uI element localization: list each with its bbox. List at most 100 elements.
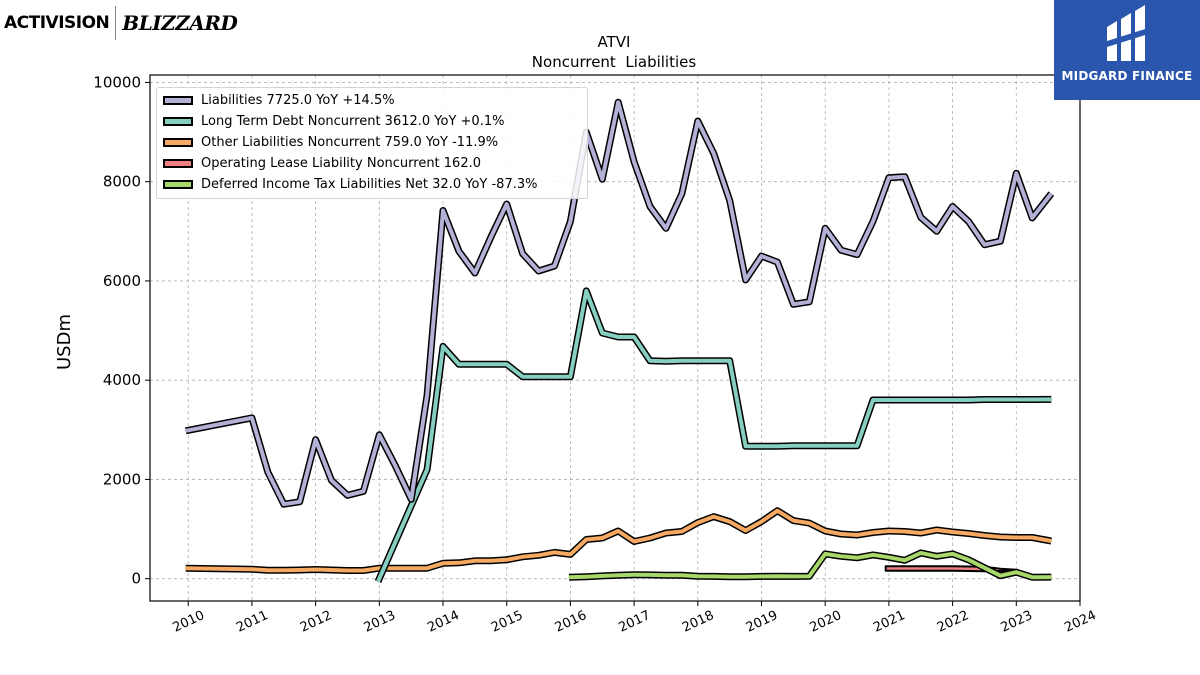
data-point	[458, 562, 460, 564]
data-point	[856, 534, 858, 536]
legend-item: Long Term Debt Noncurrent 3612.0 YoY +0.…	[163, 111, 504, 131]
data-point	[681, 530, 683, 533]
data-point	[776, 509, 779, 512]
data-point	[983, 567, 986, 569]
data-point	[1015, 172, 1018, 175]
data-point	[920, 532, 922, 534]
data-point	[649, 574, 651, 576]
data-point	[1050, 192, 1053, 195]
legend-swatch	[163, 137, 193, 147]
data-point	[521, 252, 524, 255]
data-point	[521, 556, 524, 558]
data-point	[872, 554, 874, 556]
data-point	[935, 529, 938, 531]
data-point	[856, 557, 858, 559]
x-tick-label: 2024	[1062, 608, 1098, 636]
data-point	[298, 569, 301, 571]
y-tick-label: 4000	[103, 371, 141, 389]
data-point	[617, 574, 619, 576]
data-point	[665, 532, 667, 534]
x-tick-label: 2014	[425, 608, 461, 636]
data-point	[999, 536, 1002, 538]
data-point	[346, 569, 349, 572]
data-point	[665, 360, 667, 363]
data-point	[872, 399, 874, 401]
y-tick-label: 0	[131, 570, 141, 588]
data-point	[362, 569, 365, 572]
data-point	[744, 445, 747, 448]
data-point	[474, 272, 476, 274]
data-point	[856, 444, 858, 447]
legend-swatch	[163, 116, 193, 126]
legend: Liabilities 7725.0 YoY +14.5% Long Term …	[156, 87, 588, 199]
data-point	[601, 537, 604, 539]
data-point	[585, 575, 588, 578]
data-point	[184, 567, 187, 569]
series-line-outline	[374, 287, 1052, 584]
data-point	[601, 332, 604, 334]
data-point	[935, 555, 938, 558]
data-point	[585, 290, 588, 292]
data-point	[251, 568, 253, 570]
x-tick-label: 2021	[871, 608, 907, 636]
x-tick-label: 2022	[935, 608, 971, 636]
data-point	[474, 363, 476, 366]
data-point	[920, 216, 922, 219]
data-point	[521, 375, 524, 378]
data-point	[1050, 398, 1053, 401]
data-point	[267, 471, 269, 473]
data-point	[569, 220, 572, 223]
x-tick-label: 2012	[298, 608, 334, 636]
data-point	[792, 444, 795, 447]
data-point	[824, 444, 826, 447]
legend-label: Other Liabilities Noncurrent 759.0 YoY -…	[201, 134, 499, 150]
data-point	[872, 531, 874, 534]
data-point	[649, 205, 651, 208]
data-point	[474, 560, 476, 562]
data-point	[505, 559, 508, 561]
chart-title: ATVI	[598, 33, 631, 51]
data-point	[728, 520, 731, 523]
data-point	[697, 575, 699, 577]
data-point	[760, 575, 763, 578]
data-point	[410, 498, 413, 501]
data-point	[697, 120, 699, 122]
data-point	[904, 530, 906, 533]
data-point	[744, 279, 747, 281]
data-point	[728, 575, 731, 578]
data-point	[967, 220, 970, 223]
data-point	[776, 261, 779, 263]
data-point	[808, 522, 811, 524]
data-point	[935, 230, 938, 233]
data-point	[1031, 576, 1033, 578]
data-point	[585, 538, 588, 541]
data-point	[426, 394, 428, 396]
data-point	[442, 562, 444, 565]
data-point	[983, 243, 986, 246]
data-point	[1050, 540, 1053, 542]
data-point	[537, 270, 540, 272]
legend-swatch	[163, 179, 193, 189]
data-point	[537, 375, 540, 378]
midgard-finance-logo: MIDGARD FINANCE	[1054, 0, 1200, 100]
x-tick-label: 2017	[616, 608, 652, 636]
data-point	[760, 520, 763, 523]
data-point	[840, 555, 842, 558]
data-point	[681, 192, 683, 195]
y-tick-label: 2000	[103, 470, 141, 488]
data-point	[712, 575, 715, 578]
series-line	[185, 100, 1053, 507]
data-point	[840, 533, 842, 535]
data-point	[712, 152, 715, 155]
legend-item: Other Liabilities Noncurrent 759.0 YoY -…	[163, 132, 498, 152]
data-point	[346, 494, 349, 497]
data-point	[665, 227, 667, 230]
data-point	[490, 363, 492, 366]
data-point	[490, 560, 492, 562]
data-point	[792, 519, 795, 522]
legend-swatch	[163, 95, 193, 105]
x-tick-label: 2010	[171, 608, 207, 636]
data-point	[824, 553, 826, 555]
data-point	[617, 336, 619, 338]
series-line	[185, 508, 1052, 573]
